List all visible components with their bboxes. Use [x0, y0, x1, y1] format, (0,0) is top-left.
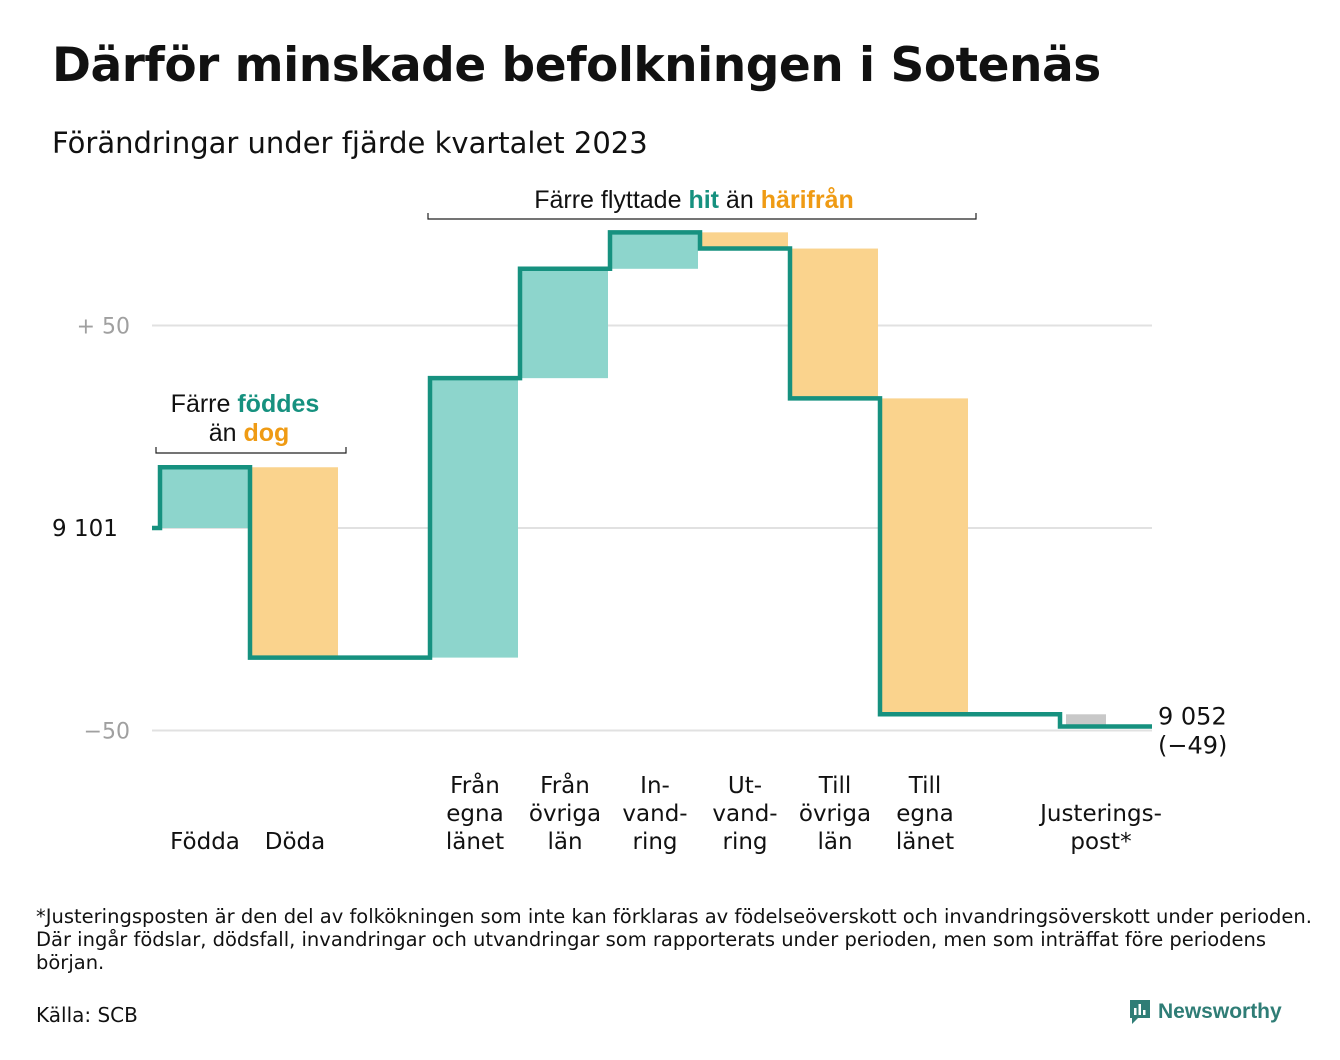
- start-value-label: 9 101: [52, 516, 118, 542]
- annotation-text: Färre flyttade: [534, 186, 688, 214]
- category-labels: Födda DödaFrånegnalänetFrånövrigalänIn-va…: [170, 771, 1162, 855]
- footnote: *Justeringsposten är den del av folkökni…: [36, 905, 1312, 974]
- category-label-fran_egna: länet: [446, 829, 504, 855]
- y-tick-label: + 50: [77, 315, 130, 340]
- bars: [160, 232, 1106, 727]
- category-label-invandring: ring: [632, 829, 677, 855]
- category-label-fran_ovriga: län: [547, 829, 582, 855]
- annotation-highlight-fodda: föddes: [237, 390, 319, 418]
- annotation-highlight-doda: dog: [243, 419, 289, 447]
- annotation-text: Färre: [171, 390, 238, 418]
- bar-justering: [1066, 714, 1106, 727]
- bar-fodda: [160, 467, 248, 528]
- category-label-till_ovriga: Till: [818, 773, 852, 799]
- chart-subtitle: Förändringar under fjärde kvartalet 2023: [52, 126, 648, 160]
- end-change-label: (−49): [1158, 731, 1227, 759]
- births-bracket: [155, 447, 347, 454]
- category-label-till_ovriga: län: [817, 829, 852, 855]
- category-label-doda: Döda: [265, 829, 325, 855]
- bar-fran_egna: [430, 378, 518, 658]
- brand-name: Newsworthy: [1158, 1000, 1282, 1023]
- waterfall-chart: + 50−509 101 9 052(−49) Födda DödaFrånegn…: [52, 186, 1227, 855]
- category-label-till_egna: Till: [908, 773, 942, 799]
- category-label-fran_egna: egna: [446, 801, 503, 827]
- bar-invandring: [610, 232, 698, 269]
- category-label-justering: Justerings-: [1038, 801, 1162, 827]
- category-label-invandring: vand-: [622, 801, 687, 827]
- category-label-utvandring: Ut-: [728, 773, 762, 799]
- bar-till_ovriga: [790, 248, 878, 399]
- step-line: 9 052(−49): [152, 230, 1227, 759]
- category-label-invandring: In-: [640, 773, 670, 799]
- category-label-fran_ovriga: Från: [540, 771, 590, 799]
- migration-annotation: Färre flyttade hit än härifrån: [534, 186, 854, 214]
- category-label-utvandring: vand-: [712, 801, 777, 827]
- gridlines: + 50 −50 9 101: [52, 315, 1152, 745]
- category-label-utvandring: ring: [722, 829, 767, 855]
- category-label-fodda: Födda: [170, 829, 240, 855]
- category-label-fran_egna: Från: [450, 771, 500, 799]
- end-value-label: 9 052: [1158, 702, 1227, 730]
- category-label-till_egna: egna: [896, 801, 953, 827]
- y-tick-label: −50: [84, 720, 130, 745]
- annotation-text: än: [719, 186, 761, 214]
- category-label-till_ovriga: övriga: [799, 801, 871, 827]
- births-annotation-line1: Färre föddes: [171, 390, 320, 418]
- newsworthy-icon: [1130, 1000, 1150, 1024]
- newsworthy-logo: Newsworthy: [1128, 998, 1282, 1026]
- annotation-highlight-hit: hit: [688, 186, 719, 214]
- births-annotation-line2: än dog: [209, 419, 290, 447]
- category-label-till_egna: länet: [896, 829, 954, 855]
- bar-doda: [250, 467, 338, 658]
- annotation-highlight-harifran: härifrån: [761, 186, 854, 214]
- source-note: Källa: SCB: [36, 1003, 138, 1027]
- bar-utvandring: [700, 232, 788, 249]
- cumulative-step-line: [152, 230, 1152, 729]
- bar-fran_ovriga: [520, 268, 608, 379]
- bar-till_egna: [880, 398, 968, 715]
- category-label-justering: post*: [1070, 829, 1131, 855]
- chart-title: Därför minskade befolkningen i Sotenäs: [52, 38, 1101, 93]
- category-label-fran_ovriga: övriga: [529, 801, 601, 827]
- annotation-text: än: [209, 419, 244, 447]
- migration-bracket: [427, 213, 977, 220]
